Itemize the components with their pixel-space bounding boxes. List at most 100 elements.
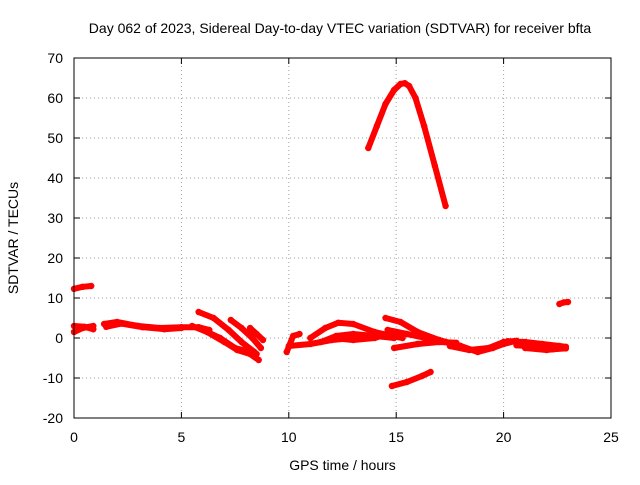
y-tick-label: 20	[47, 250, 63, 266]
series-arc-15	[328, 331, 391, 343]
data-point	[371, 334, 378, 342]
data-point	[253, 350, 260, 358]
data-point	[259, 336, 267, 344]
data-point	[255, 356, 262, 364]
x-tick-label: 25	[603, 429, 619, 445]
data-point	[350, 320, 357, 328]
grid-lines	[74, 58, 611, 418]
data-point	[188, 322, 196, 330]
data-point	[139, 324, 146, 331]
series-arc-18	[391, 339, 460, 351]
data-point	[382, 100, 389, 108]
data-point	[423, 334, 430, 342]
data-point	[296, 330, 303, 338]
data-point	[227, 316, 234, 324]
data-point	[88, 282, 95, 290]
y-tick-label: 50	[47, 130, 63, 146]
data-point	[390, 344, 398, 352]
data-point	[285, 342, 292, 350]
y-tick-label: 60	[47, 90, 63, 106]
data-point	[442, 202, 449, 210]
data-point	[350, 336, 357, 344]
data-point	[403, 330, 411, 338]
data-point	[420, 122, 428, 130]
data-point	[178, 324, 185, 332]
data-point	[521, 344, 529, 352]
x-tick-label: 0	[70, 429, 78, 445]
data-point	[103, 323, 110, 330]
y-tick-label: 40	[47, 170, 63, 186]
data-point	[446, 342, 454, 350]
x-tick-label: 15	[388, 429, 404, 445]
data-point	[436, 338, 443, 346]
data-point	[289, 332, 297, 340]
data-point	[431, 162, 439, 170]
data-point	[427, 368, 434, 376]
x-tick-label: 10	[281, 429, 297, 445]
y-tick-label: 70	[47, 50, 63, 66]
data-point	[81, 323, 88, 330]
data-point	[307, 334, 314, 342]
data-point	[405, 82, 413, 90]
data-point	[373, 122, 381, 130]
x-tick-label: 20	[496, 429, 512, 445]
data-point	[210, 314, 217, 322]
data-point	[238, 338, 245, 346]
data-point	[90, 326, 97, 333]
data-point	[564, 298, 572, 306]
data-point	[328, 334, 335, 342]
data-point	[161, 326, 168, 333]
data-point	[414, 340, 421, 348]
data-point	[231, 344, 239, 352]
series-arc-09	[227, 317, 264, 351]
data-point	[283, 348, 290, 356]
data-point	[384, 326, 391, 334]
y-axis-label: SDTVAR / TECUs	[5, 182, 21, 294]
data-point	[79, 283, 86, 290]
data-point	[246, 324, 254, 332]
series-arc-24	[388, 369, 434, 389]
data-point	[388, 382, 396, 390]
data-point	[322, 324, 329, 332]
data-point	[249, 334, 256, 342]
data-point	[390, 86, 398, 94]
data-point	[365, 144, 372, 152]
plot-frame	[73, 57, 612, 419]
data-point	[397, 318, 404, 326]
data-point	[246, 348, 254, 356]
data-point	[257, 344, 265, 352]
data-point	[560, 344, 567, 352]
axis-ticks: 0 5 10 15 20 25 -20 -10 0 10 20 30 40 50 60 70	[43, 50, 619, 445]
data-point	[513, 342, 520, 349]
y-tick-label: 0	[55, 330, 63, 346]
data-point	[403, 378, 411, 386]
data-point	[504, 338, 512, 345]
data-point	[195, 308, 202, 316]
data-point	[317, 338, 325, 346]
data-series	[70, 80, 572, 390]
data-point	[216, 334, 224, 342]
data-point	[412, 94, 419, 102]
y-tick-label: -20	[43, 410, 63, 426]
data-point	[335, 319, 342, 326]
data-point	[485, 344, 492, 352]
data-point	[466, 346, 473, 354]
data-point	[118, 320, 125, 327]
data-point	[382, 314, 389, 322]
data-point	[350, 330, 357, 338]
series-arc-25	[365, 80, 449, 209]
y-tick-label: 10	[47, 290, 63, 306]
data-point	[307, 340, 314, 348]
data-point	[390, 334, 398, 342]
x-axis-label: GPS time / hours	[289, 457, 396, 473]
chart-title: Day 062 of 2023, Sidereal Day-to-day VTE…	[89, 20, 592, 36]
data-point	[199, 326, 207, 334]
data-point	[418, 372, 426, 380]
x-tick-label: 5	[178, 429, 186, 445]
data-point	[225, 326, 232, 334]
data-point	[238, 324, 245, 332]
data-point	[253, 330, 260, 338]
data-point	[543, 346, 550, 354]
